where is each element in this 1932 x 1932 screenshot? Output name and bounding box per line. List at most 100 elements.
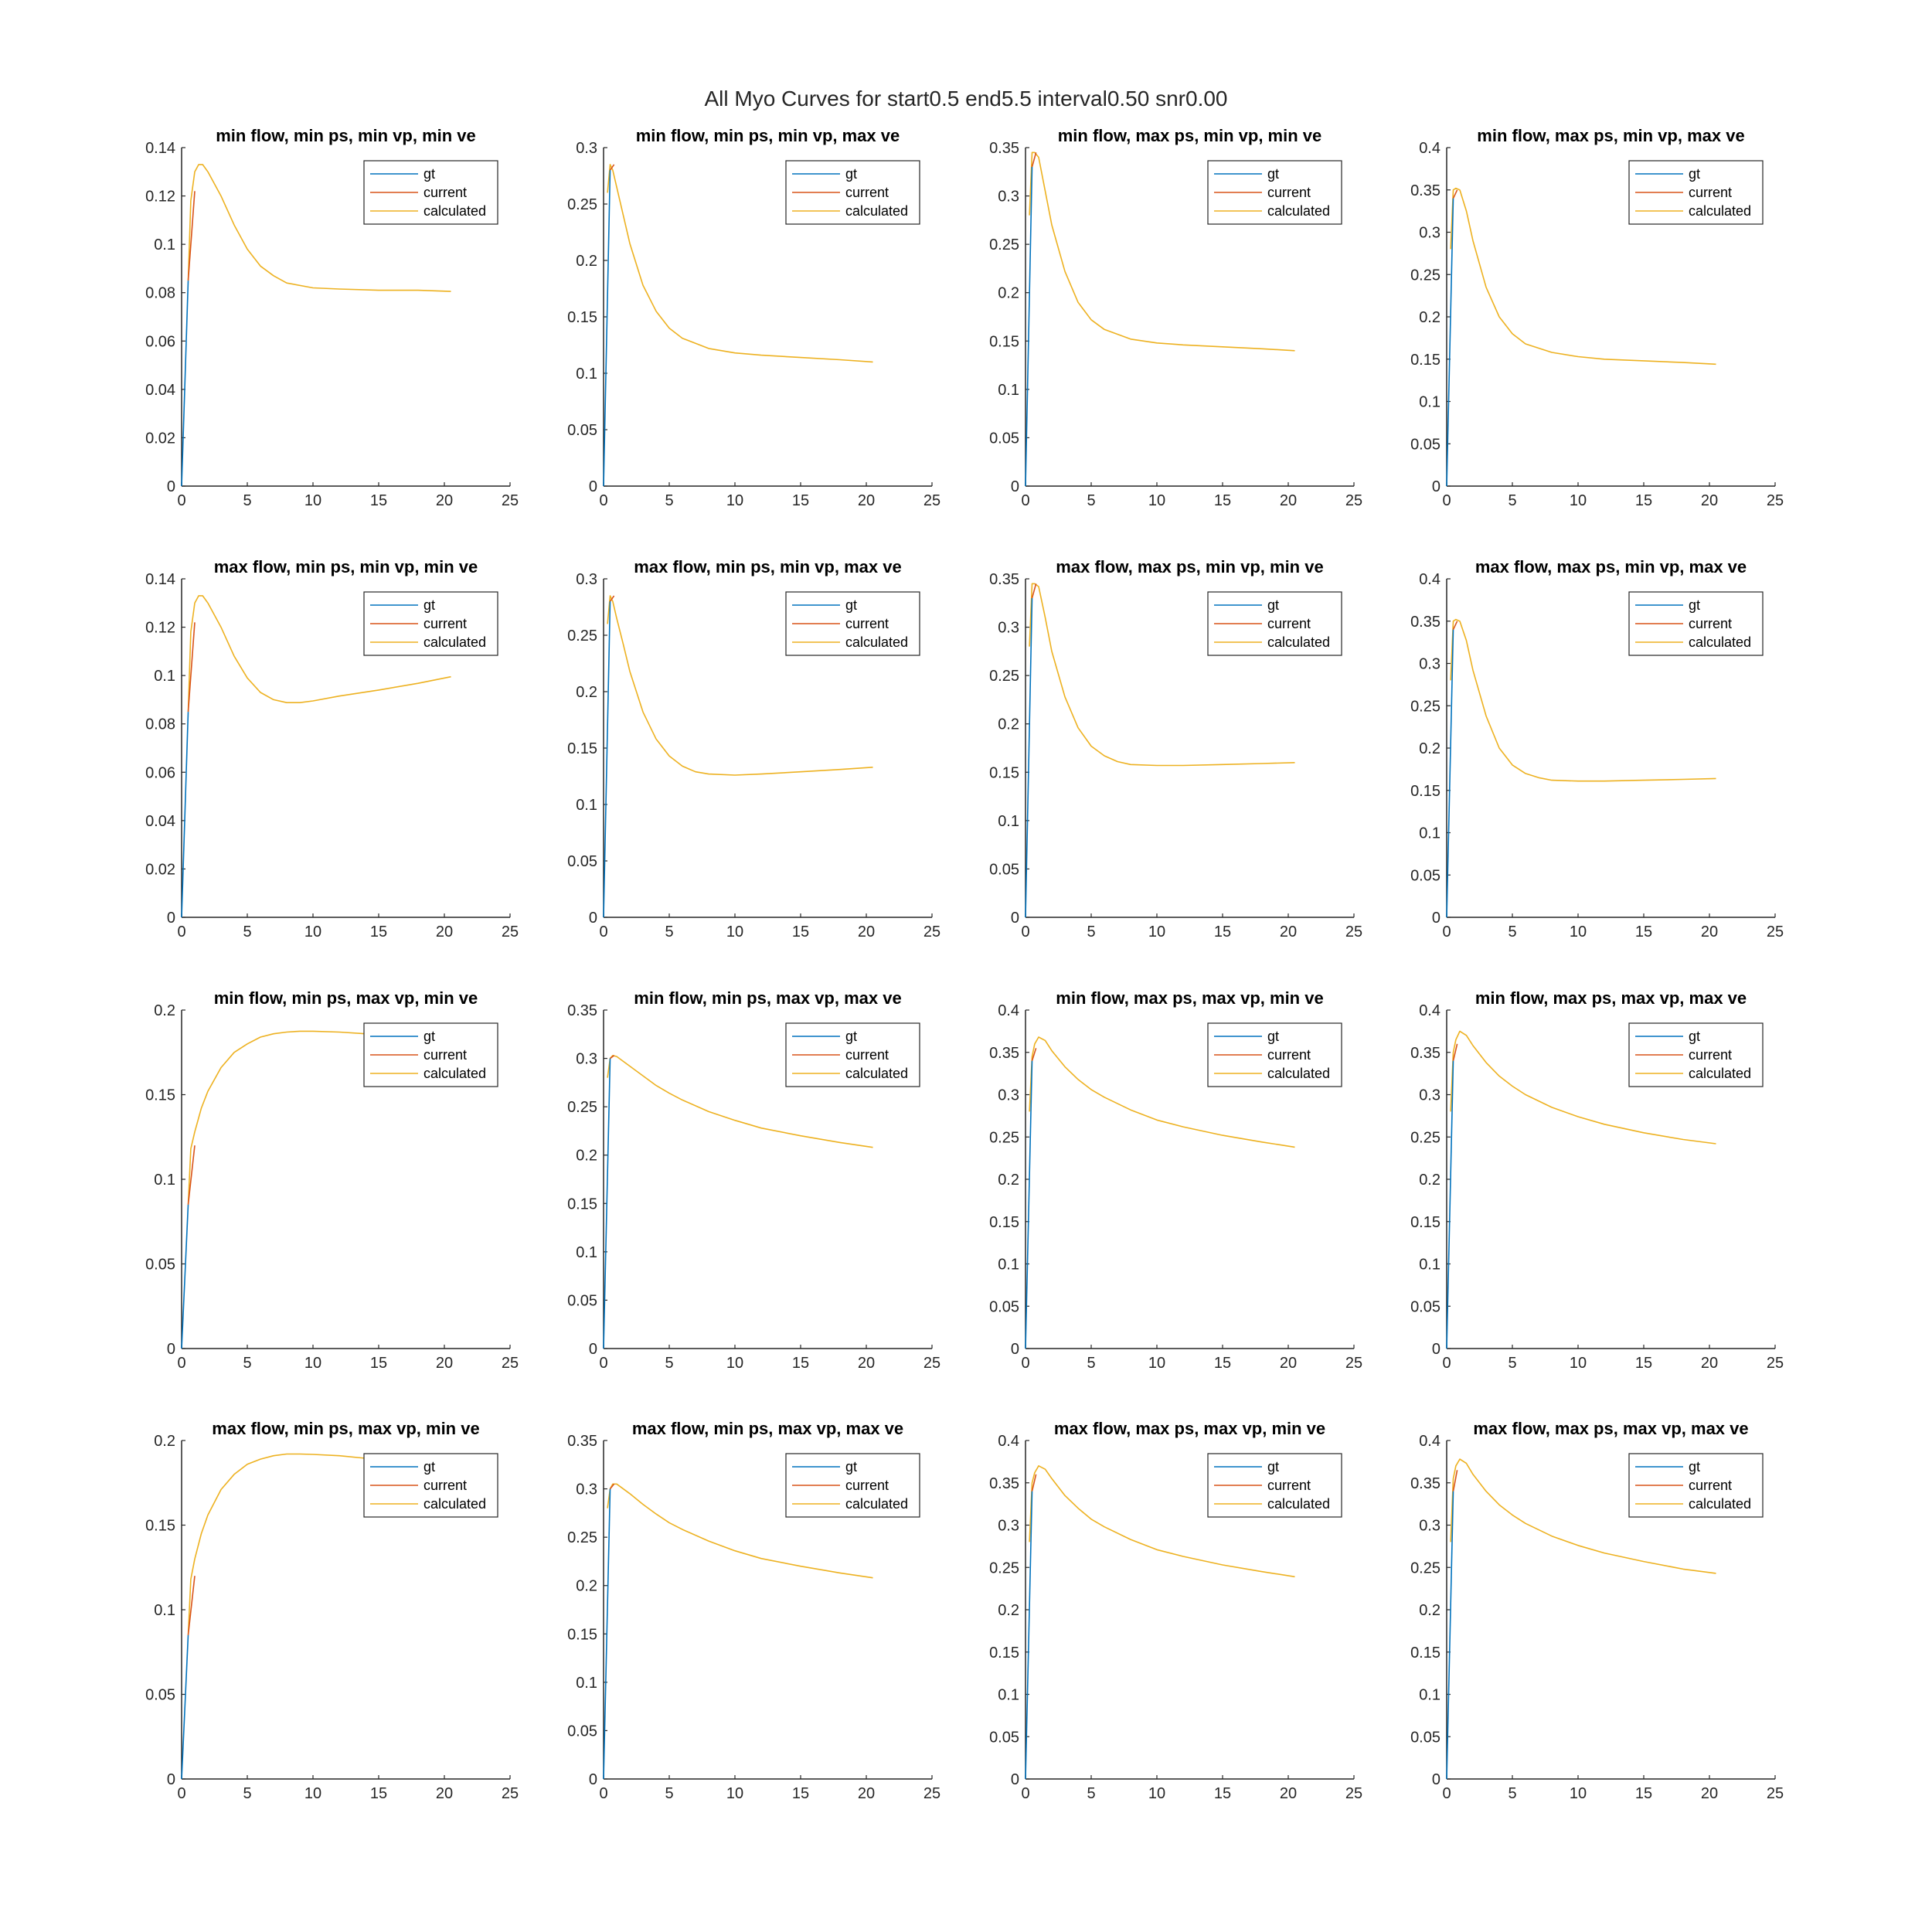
y-tick-label: 0.02 xyxy=(145,430,175,447)
y-tick-label: 0 xyxy=(1432,1771,1440,1788)
y-tick-label: 0.25 xyxy=(989,236,1019,253)
legend-label-current: current xyxy=(423,1047,467,1063)
y-tick-label: 0 xyxy=(167,910,175,927)
x-tick-label: 25 xyxy=(1767,492,1784,509)
y-tick-label: 0.04 xyxy=(145,813,175,830)
series-line-calculated xyxy=(1029,1465,1295,1578)
y-tick-label: 0.3 xyxy=(1419,225,1440,242)
subplot-title: min flow, min ps, max vp, min ve xyxy=(214,988,478,1008)
y-tick-label: 0.35 xyxy=(1410,1475,1440,1492)
y-tick-label: 0.1 xyxy=(154,1602,175,1619)
y-tick-label: 0.2 xyxy=(576,1578,597,1595)
legend-label-gt: gt xyxy=(423,166,435,182)
x-tick-label: 5 xyxy=(1087,1355,1095,1372)
y-tick-label: 0.2 xyxy=(1419,309,1440,326)
legend-label-calculated: calculated xyxy=(1267,203,1330,219)
subplot-title: min flow, min ps, min vp, min ve xyxy=(216,126,476,145)
y-tick-label: 0.35 xyxy=(1410,614,1440,631)
series-line-current xyxy=(187,191,196,281)
legend-label-current: current xyxy=(1689,1047,1732,1063)
legend-label-current: current xyxy=(1689,1478,1732,1493)
x-tick-label: 20 xyxy=(436,492,453,509)
legend-label-gt: gt xyxy=(845,597,857,613)
y-tick-label: 0.15 xyxy=(145,1518,175,1535)
x-tick-label: 25 xyxy=(923,492,940,509)
x-tick-label: 25 xyxy=(1767,1355,1784,1372)
x-tick-label: 20 xyxy=(1701,492,1718,509)
y-tick-label: 0.2 xyxy=(998,716,1019,733)
x-tick-label: 5 xyxy=(1508,923,1516,940)
x-tick-label: 5 xyxy=(1508,492,1516,509)
x-tick-label: 15 xyxy=(792,1355,809,1372)
y-tick-label: 0.15 xyxy=(1410,352,1440,369)
y-tick-label: 0 xyxy=(1432,1341,1440,1358)
series-line-calculated xyxy=(607,595,873,776)
legend-label-current: current xyxy=(1267,616,1311,631)
legend-label-calculated: calculated xyxy=(1267,1496,1330,1512)
y-tick-label: 0.15 xyxy=(989,1214,1019,1231)
legend-label-current: current xyxy=(423,185,467,200)
y-tick-label: 0.35 xyxy=(567,1002,597,1019)
y-tick-label: 0 xyxy=(1011,910,1019,927)
subplot-12: min flow, max ps, max vp, max ve 0 5 10 15 20… xyxy=(1410,988,1784,1372)
y-tick-label: 0.35 xyxy=(989,140,1019,157)
legend-label-calculated: calculated xyxy=(1267,1066,1330,1081)
x-tick-label: 10 xyxy=(1570,492,1587,509)
legend: gt current calculated xyxy=(785,1453,920,1518)
legend-label-calculated: calculated xyxy=(1689,1496,1751,1512)
legend: gt current calculated xyxy=(785,160,920,225)
series-line-current xyxy=(1031,1474,1037,1492)
series-line-current xyxy=(1452,1470,1458,1492)
series-line-gt xyxy=(603,1488,611,1780)
x-tick-label: 5 xyxy=(1508,1355,1516,1372)
y-tick-label: 0.15 xyxy=(567,740,597,757)
y-tick-label: 0.04 xyxy=(145,382,175,399)
y-tick-label: 0.2 xyxy=(1419,740,1440,757)
y-tick-label: 0 xyxy=(1011,1771,1019,1788)
y-tick-label: 0.2 xyxy=(576,1148,597,1165)
y-tick-label: 0.1 xyxy=(154,236,175,253)
x-tick-label: 20 xyxy=(858,923,875,940)
y-tick-label: 0.3 xyxy=(576,571,597,588)
x-tick-label: 20 xyxy=(1280,1355,1297,1372)
x-tick-label: 20 xyxy=(436,923,453,940)
y-tick-label: 0.05 xyxy=(1410,867,1440,884)
y-tick-label: 0.1 xyxy=(1419,1257,1440,1274)
series-line-current xyxy=(187,1576,196,1635)
y-tick-label: 0.08 xyxy=(145,716,175,733)
legend-label-current: current xyxy=(1267,1478,1311,1493)
series-line-gt xyxy=(603,170,611,487)
series-line-gt xyxy=(181,712,189,918)
y-tick-label: 0.05 xyxy=(1410,1298,1440,1315)
y-tick-label: 0.15 xyxy=(1410,783,1440,800)
x-tick-label: 15 xyxy=(792,1785,809,1802)
y-tick-label: 0.3 xyxy=(576,1051,597,1068)
x-tick-label: 10 xyxy=(1148,492,1165,509)
series-line-current xyxy=(1452,1043,1458,1061)
legend-label-calculated: calculated xyxy=(1689,634,1751,650)
subplot-title: min flow, max ps, min vp, min ve xyxy=(1058,126,1321,145)
y-tick-label: 0.25 xyxy=(1410,1560,1440,1577)
x-tick-label: 25 xyxy=(502,923,519,940)
y-tick-label: 0.1 xyxy=(576,1244,597,1261)
subplot-14: max flow, min ps, max vp, max ve 0 5 10 15 20… xyxy=(567,1419,940,1802)
series-line-calculated xyxy=(187,1030,379,1205)
legend-label-gt: gt xyxy=(423,1459,435,1475)
y-tick-label: 0.1 xyxy=(998,813,1019,830)
legend-label-gt: gt xyxy=(1689,1459,1700,1475)
y-tick-label: 0.05 xyxy=(989,1298,1019,1315)
x-tick-label: 0 xyxy=(1021,923,1029,940)
legend-label-gt: gt xyxy=(1267,597,1279,613)
x-tick-label: 10 xyxy=(304,1355,321,1372)
x-tick-label: 25 xyxy=(923,923,940,940)
y-tick-label: 0.3 xyxy=(1419,1087,1440,1104)
y-tick-label: 0 xyxy=(1432,478,1440,495)
x-tick-label: 5 xyxy=(243,923,251,940)
series-line-calculated xyxy=(1450,1030,1716,1145)
series-line-calculated xyxy=(1029,1036,1295,1148)
x-tick-label: 20 xyxy=(1280,923,1297,940)
y-tick-label: 0.06 xyxy=(145,333,175,350)
y-tick-label: 0.25 xyxy=(989,1129,1019,1146)
legend: gt current calculated xyxy=(1628,1453,1764,1518)
y-tick-label: 0.4 xyxy=(1419,1002,1440,1019)
